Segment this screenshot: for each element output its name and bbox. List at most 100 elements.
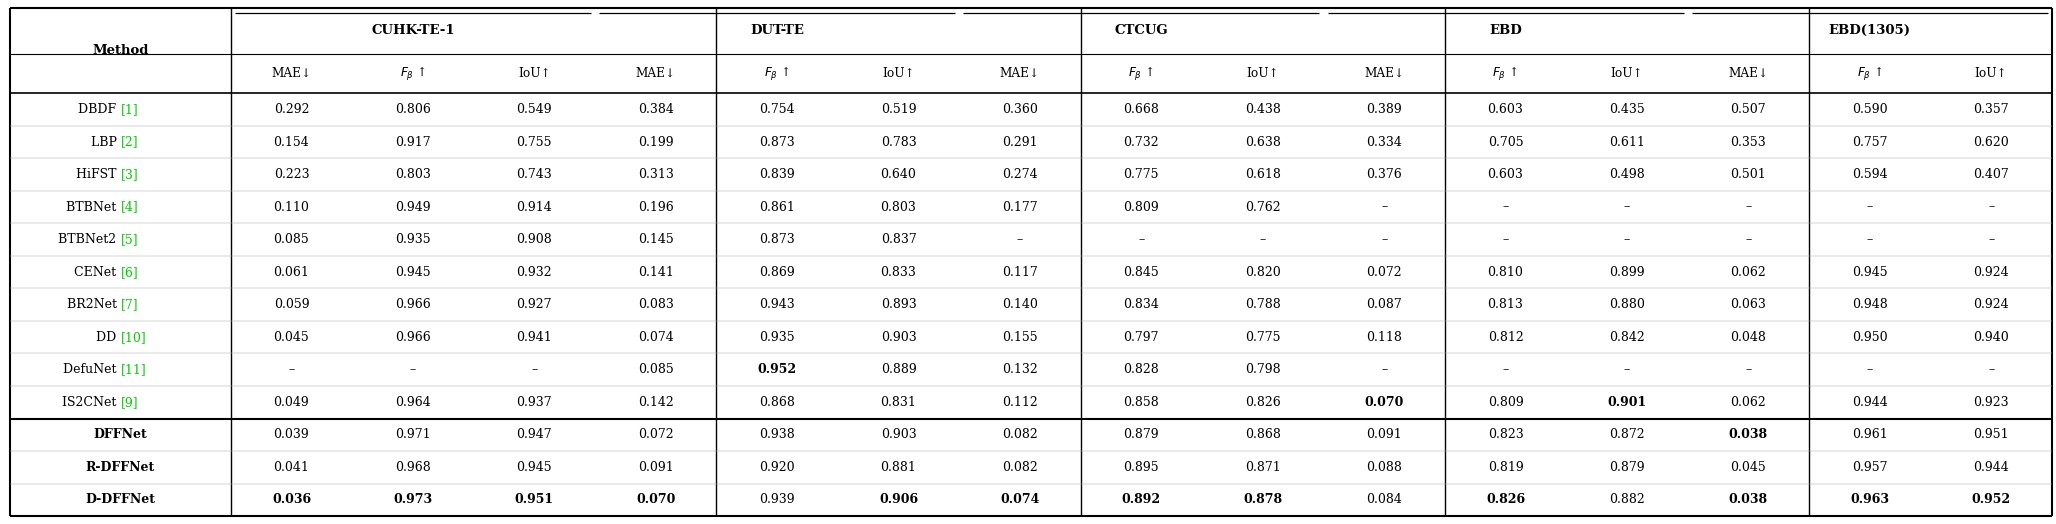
Text: 0.937: 0.937 <box>516 396 553 409</box>
Text: 0.945: 0.945 <box>1852 266 1887 279</box>
Text: 0.117: 0.117 <box>1001 266 1038 279</box>
Text: 0.045: 0.045 <box>1731 461 1766 474</box>
Text: [1]: [1] <box>121 103 138 116</box>
Text: 0.889: 0.889 <box>880 363 917 376</box>
Text: 0.834: 0.834 <box>1123 298 1160 311</box>
Text: 0.039: 0.039 <box>273 428 308 441</box>
Text: 0.036: 0.036 <box>271 494 310 506</box>
Text: 0.901: 0.901 <box>1608 396 1647 409</box>
Text: 0.611: 0.611 <box>1610 136 1645 148</box>
Text: 0.869: 0.869 <box>759 266 796 279</box>
Text: [4]: [4] <box>121 201 138 214</box>
Text: IoU↑: IoU↑ <box>1610 67 1643 80</box>
Text: 0.085: 0.085 <box>637 363 674 376</box>
Text: 0.968: 0.968 <box>395 461 432 474</box>
Text: 0.952: 0.952 <box>757 363 796 376</box>
Text: 0.038: 0.038 <box>1729 428 1768 441</box>
Text: –: – <box>1503 233 1509 246</box>
Text: 0.893: 0.893 <box>880 298 917 311</box>
Text: –: – <box>1382 363 1388 376</box>
Text: 0.668: 0.668 <box>1123 103 1160 116</box>
Text: 0.196: 0.196 <box>637 201 674 214</box>
Text: –: – <box>1503 201 1509 214</box>
Text: 0.334: 0.334 <box>1365 136 1402 148</box>
Text: 0.360: 0.360 <box>1001 103 1038 116</box>
Text: –: – <box>1382 201 1388 214</box>
Text: 0.798: 0.798 <box>1246 363 1281 376</box>
Text: 0.809: 0.809 <box>1123 201 1160 214</box>
Text: IoU↑: IoU↑ <box>518 67 551 80</box>
Text: 0.947: 0.947 <box>516 428 553 441</box>
Text: 0.957: 0.957 <box>1852 461 1887 474</box>
Text: $F_{\beta}$ ↑: $F_{\beta}$ ↑ <box>1493 65 1519 82</box>
Text: 0.407: 0.407 <box>1974 168 2009 181</box>
Text: 0.223: 0.223 <box>273 168 308 181</box>
Text: –: – <box>1867 233 1873 246</box>
Text: Method: Method <box>93 44 148 57</box>
Text: 0.826: 0.826 <box>1486 494 1526 506</box>
Text: –: – <box>1624 233 1630 246</box>
Text: HiFST: HiFST <box>76 168 121 181</box>
Text: 0.879: 0.879 <box>1610 461 1645 474</box>
Text: 0.062: 0.062 <box>1731 266 1766 279</box>
Text: 0.932: 0.932 <box>516 266 553 279</box>
Text: –: – <box>1867 201 1873 214</box>
Text: IoU↑: IoU↑ <box>1246 67 1279 80</box>
Text: 0.861: 0.861 <box>759 201 796 214</box>
Text: 0.831: 0.831 <box>880 396 917 409</box>
Text: 0.973: 0.973 <box>393 494 432 506</box>
Text: 0.059: 0.059 <box>273 298 308 311</box>
Text: 0.757: 0.757 <box>1852 136 1887 148</box>
Text: 0.074: 0.074 <box>999 494 1040 506</box>
Text: 0.199: 0.199 <box>637 136 674 148</box>
Text: 0.085: 0.085 <box>273 233 308 246</box>
Text: –: – <box>409 363 415 376</box>
Text: 0.949: 0.949 <box>395 201 430 214</box>
Text: 0.945: 0.945 <box>516 461 553 474</box>
Text: 0.357: 0.357 <box>1974 103 2009 116</box>
Text: 0.353: 0.353 <box>1731 136 1766 148</box>
Text: 0.435: 0.435 <box>1610 103 1645 116</box>
Text: –: – <box>1746 201 1752 214</box>
Text: 0.082: 0.082 <box>1001 428 1038 441</box>
Text: 0.920: 0.920 <box>759 461 796 474</box>
Text: 0.041: 0.041 <box>273 461 308 474</box>
Text: 0.823: 0.823 <box>1489 428 1523 441</box>
Text: 0.971: 0.971 <box>395 428 430 441</box>
Text: –: – <box>1988 363 1994 376</box>
Text: 0.871: 0.871 <box>1244 461 1281 474</box>
Text: 0.806: 0.806 <box>395 103 432 116</box>
Text: [3]: [3] <box>121 168 138 181</box>
Text: –: – <box>288 363 294 376</box>
Text: –: – <box>1139 233 1145 246</box>
Text: 0.177: 0.177 <box>1001 201 1038 214</box>
Text: $F_{\beta}$ ↑: $F_{\beta}$ ↑ <box>1129 65 1153 82</box>
Text: 0.145: 0.145 <box>637 233 674 246</box>
Text: 0.880: 0.880 <box>1610 298 1645 311</box>
Text: –: – <box>1988 201 1994 214</box>
Text: 0.951: 0.951 <box>1974 428 2009 441</box>
Text: 0.810: 0.810 <box>1489 266 1523 279</box>
Text: 0.618: 0.618 <box>1244 168 1281 181</box>
Text: BTBNet: BTBNet <box>66 201 121 214</box>
Text: 0.590: 0.590 <box>1852 103 1887 116</box>
Text: [6]: [6] <box>121 266 138 279</box>
Text: 0.775: 0.775 <box>1246 331 1281 344</box>
Text: 0.045: 0.045 <box>273 331 308 344</box>
Text: $F_{\beta}$ ↑: $F_{\beta}$ ↑ <box>1857 65 1883 82</box>
Text: –: – <box>1988 233 1994 246</box>
Text: 0.376: 0.376 <box>1367 168 1402 181</box>
Text: 0.803: 0.803 <box>880 201 917 214</box>
Text: MAE↓: MAE↓ <box>1729 67 1768 80</box>
Text: 0.820: 0.820 <box>1244 266 1281 279</box>
Text: 0.833: 0.833 <box>880 266 917 279</box>
Text: 0.873: 0.873 <box>759 136 796 148</box>
Text: 0.966: 0.966 <box>395 298 432 311</box>
Text: 0.788: 0.788 <box>1244 298 1281 311</box>
Text: 0.519: 0.519 <box>880 103 917 116</box>
Text: [7]: [7] <box>121 298 138 311</box>
Text: 0.743: 0.743 <box>516 168 553 181</box>
Text: 0.063: 0.063 <box>1731 298 1766 311</box>
Text: BR2Net: BR2Net <box>66 298 121 311</box>
Text: 0.941: 0.941 <box>516 331 553 344</box>
